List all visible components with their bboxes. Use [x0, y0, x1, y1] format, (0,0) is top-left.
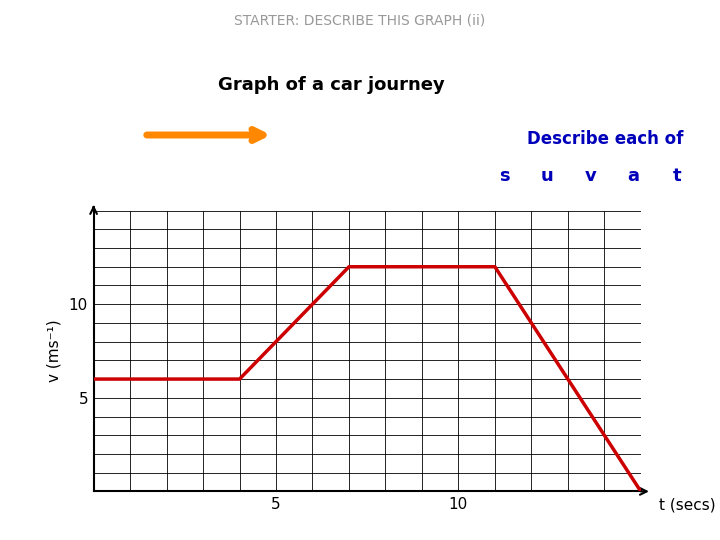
- Text: v: v: [585, 167, 596, 185]
- Text: a: a: [628, 167, 639, 185]
- Text: t (secs): t (secs): [659, 497, 716, 512]
- Text: Graph of a car journey: Graph of a car journey: [218, 76, 444, 93]
- Text: STARTER: DESCRIBE THIS GRAPH (ii): STARTER: DESCRIBE THIS GRAPH (ii): [235, 14, 485, 28]
- Text: Describe each of: Describe each of: [526, 130, 683, 147]
- Y-axis label: v (ms⁻¹): v (ms⁻¹): [47, 320, 62, 382]
- Text: s: s: [499, 167, 509, 185]
- Text: u: u: [541, 167, 554, 185]
- Text: t: t: [672, 167, 681, 185]
